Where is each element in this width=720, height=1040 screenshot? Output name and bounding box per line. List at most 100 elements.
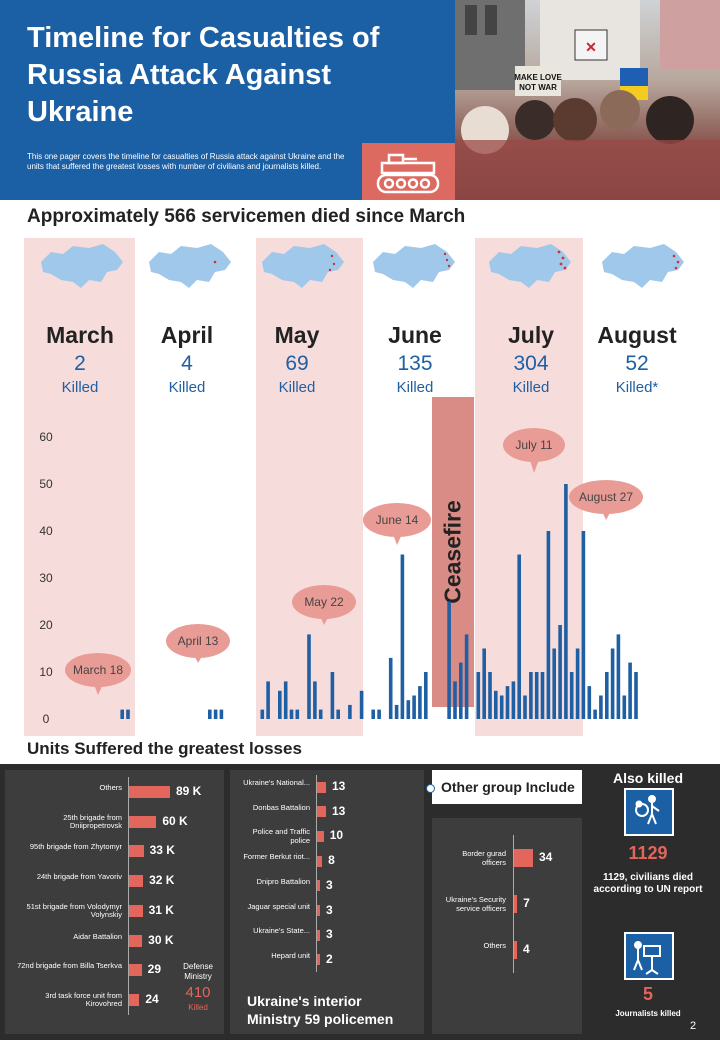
journalists-icon-box	[624, 932, 674, 980]
unit-label: Police and Traffic police	[252, 827, 310, 845]
daily-bar	[552, 648, 556, 719]
unit-value: 34	[539, 850, 553, 864]
month-name-may: May	[274, 322, 320, 348]
unit-axis	[316, 774, 317, 973]
other-group-panel	[432, 818, 582, 1034]
daily-bar	[605, 672, 609, 719]
journalist-camera-icon	[633, 941, 661, 975]
protest-photo-illustration: ✕ MAKE LOVE NOT WAR	[455, 0, 720, 200]
daily-bar	[569, 672, 574, 719]
daily-bar	[634, 672, 638, 719]
unit-bar	[316, 806, 326, 818]
daily-bar	[564, 484, 568, 719]
ukraine-map-icon	[149, 244, 231, 288]
page-title: Timeline for Casualties of Russia Attack…	[27, 22, 380, 128]
daily-bar	[283, 681, 288, 719]
daily-bar	[628, 662, 632, 719]
daily-bar	[599, 695, 603, 719]
daily-bar	[511, 681, 516, 719]
month-killed-may: Killed	[278, 379, 316, 396]
unit-label: Dnipro Battalion	[256, 876, 310, 886]
month-count-july: 304	[513, 352, 549, 375]
y-tick-label: 10	[39, 665, 53, 679]
unit-value: 10	[329, 828, 344, 843]
unit-label: 72nd brigade from Billa Tserkva	[17, 961, 122, 971]
date-callout: July 11	[503, 428, 565, 473]
svg-text:✕: ✕	[585, 39, 597, 55]
defense-panel	[5, 770, 224, 1034]
unit-value: 32 K	[149, 873, 175, 888]
unit-label: 51st brigade from Volodymyr Volynskiy	[26, 901, 122, 920]
unit-value: 30 K	[148, 932, 174, 947]
daily-bar	[371, 709, 375, 719]
unit-label: Others	[483, 941, 506, 950]
month-count-june: 135	[397, 352, 433, 375]
daily-bar	[558, 625, 562, 719]
unit-label: Ukraine's State...	[253, 926, 310, 936]
daily-bar	[593, 709, 597, 719]
month-name-june: June	[388, 322, 442, 348]
unit-value: 2	[326, 951, 333, 966]
y-tick-label: 30	[39, 571, 53, 585]
interior-caption: Ukraine's interior Ministry 59 policemen	[247, 993, 394, 1027]
unit-value: 60 K	[162, 813, 188, 828]
month-killed-march: Killed	[61, 379, 99, 396]
date-callout-label: June 14	[376, 513, 419, 527]
unit-label: Hepard unit	[271, 950, 310, 960]
daily-bar	[359, 690, 364, 719]
units-heading: Units Suffered the greatest losses	[27, 739, 302, 758]
unit-bar	[316, 929, 320, 941]
daily-bar	[266, 681, 270, 719]
unit-value: 31 K	[148, 902, 174, 917]
unit-value: 3	[326, 902, 333, 917]
unit-bar	[128, 845, 144, 858]
daily-bar	[488, 672, 492, 719]
daily-bar	[505, 686, 510, 719]
daily-bar	[313, 681, 317, 719]
unit-value: 8	[328, 853, 335, 868]
month-killed-june: Killed	[396, 379, 434, 396]
page-description: This one pager covers the timeline for c…	[27, 152, 345, 171]
tank-icon-box	[362, 143, 455, 200]
daily-bar	[523, 695, 527, 719]
defense-ministry-killed: Killed	[188, 1003, 208, 1012]
unit-value: 13	[332, 779, 346, 793]
connector-dot-icon	[426, 784, 435, 793]
unit-label: 3rd task force unit from Kirovohred	[45, 990, 122, 1009]
daily-bar	[406, 700, 411, 719]
daily-bar	[447, 601, 451, 719]
unit-bar	[513, 849, 533, 867]
daily-bar	[394, 704, 399, 719]
month-count-august: 52	[625, 352, 649, 375]
interior-panel	[230, 770, 424, 1034]
y-tick-label: 60	[39, 430, 53, 444]
daily-casualties-chart: 0 10 20 30 40 50 60 March 18 April 13 May 22 June…	[39, 428, 643, 726]
other-group-header	[432, 770, 582, 804]
ukraine-map-icon	[262, 244, 344, 288]
unit-label: Others	[99, 783, 122, 792]
unit-value: 7	[523, 896, 530, 910]
daily-bar	[208, 709, 212, 719]
civilians-icon-box	[624, 788, 674, 836]
month-name-march: March	[46, 322, 114, 348]
ukraine-map-icon	[489, 244, 571, 288]
date-callout: April 13	[166, 624, 230, 663]
unit-bar	[128, 786, 170, 798]
daily-bar	[318, 709, 323, 719]
daily-bar	[459, 662, 463, 719]
date-callout-label: August 27	[579, 490, 633, 504]
unit-axis	[128, 777, 129, 1015]
unit-bar	[316, 830, 324, 842]
unit-value: 29	[147, 962, 162, 977]
ukraine-map-icon	[41, 244, 123, 288]
daily-bar	[400, 554, 405, 719]
unit-value: 3	[326, 877, 333, 892]
month-killed-august: Killed*	[615, 379, 659, 396]
civilians-icon	[635, 795, 660, 825]
unit-label: 24th brigade from Yavoriv	[36, 872, 122, 882]
daily-bar	[575, 648, 580, 719]
daily-bar	[213, 709, 218, 719]
daily-bar	[453, 681, 457, 719]
daily-bar	[529, 672, 533, 719]
unit-axis	[513, 835, 514, 973]
